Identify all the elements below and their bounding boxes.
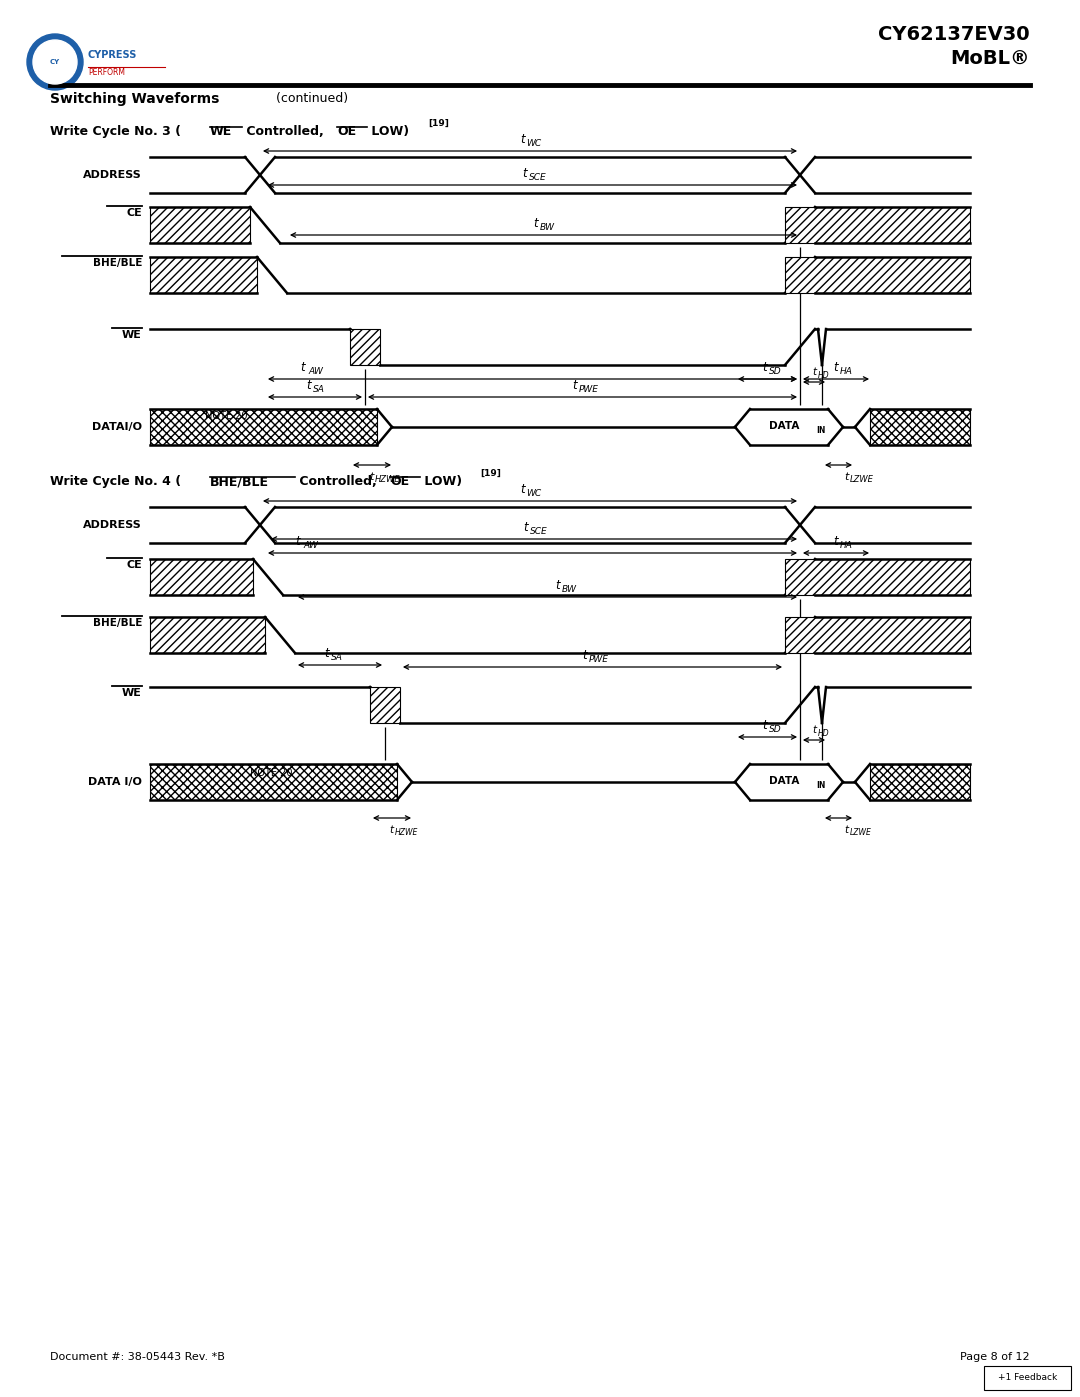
Circle shape: [33, 41, 77, 84]
Text: AW: AW: [308, 367, 323, 376]
Text: BW: BW: [562, 585, 577, 594]
Text: NOTE 20: NOTE 20: [205, 411, 247, 420]
Text: t: t: [843, 472, 848, 482]
Text: SD: SD: [769, 367, 782, 376]
Text: SCE: SCE: [530, 527, 548, 536]
Text: LZWE: LZWE: [850, 475, 874, 483]
Text: CY: CY: [50, 59, 60, 66]
Text: t: t: [368, 472, 374, 482]
Text: t: t: [532, 217, 538, 231]
Polygon shape: [870, 764, 970, 800]
Text: NOTE 20: NOTE 20: [249, 768, 293, 778]
Text: Controlled,: Controlled,: [295, 475, 381, 488]
Text: t: t: [762, 719, 767, 732]
Text: WE: WE: [210, 124, 232, 138]
Text: SD: SD: [769, 725, 782, 733]
Text: HA: HA: [840, 367, 853, 376]
Text: PWE: PWE: [589, 655, 608, 664]
Polygon shape: [785, 257, 970, 293]
Text: OE: OE: [390, 475, 409, 488]
Text: CYPRESS: CYPRESS: [87, 50, 137, 60]
Polygon shape: [150, 764, 397, 800]
Circle shape: [27, 34, 83, 89]
Text: t: t: [843, 826, 848, 835]
Text: [19]: [19]: [428, 119, 449, 129]
Text: (continued): (continued): [272, 92, 348, 105]
Text: LZWE: LZWE: [850, 828, 872, 837]
Text: HZWE: HZWE: [375, 475, 401, 483]
Text: t: t: [812, 725, 816, 735]
Text: [19]: [19]: [480, 469, 501, 478]
Text: HZWE: HZWE: [395, 828, 418, 837]
Text: HD: HD: [818, 729, 829, 738]
Text: t: t: [572, 379, 577, 393]
Text: t: t: [389, 826, 393, 835]
Text: t: t: [524, 521, 528, 534]
Text: DATAI/O: DATAI/O: [92, 422, 141, 432]
Text: WE: WE: [122, 330, 141, 339]
Polygon shape: [150, 207, 249, 243]
Text: MoBL®: MoBL®: [950, 49, 1030, 68]
Text: Write Cycle No. 4 (: Write Cycle No. 4 (: [50, 475, 181, 488]
Text: BHE/BLE: BHE/BLE: [93, 258, 141, 268]
Polygon shape: [350, 330, 380, 365]
Text: t: t: [834, 535, 838, 548]
Text: OE: OE: [337, 124, 356, 138]
Polygon shape: [150, 257, 257, 293]
Text: AW: AW: [303, 541, 318, 550]
Text: t: t: [555, 578, 561, 592]
Text: DATA I/O: DATA I/O: [89, 777, 141, 787]
Text: HA: HA: [840, 541, 853, 550]
Text: ADDRESS: ADDRESS: [83, 170, 141, 180]
FancyBboxPatch shape: [984, 1366, 1071, 1390]
Polygon shape: [150, 409, 377, 446]
Text: IN: IN: [816, 426, 825, 434]
Text: Controlled,: Controlled,: [242, 124, 328, 138]
Text: WC: WC: [526, 489, 541, 497]
Polygon shape: [150, 559, 253, 595]
Text: t: t: [522, 168, 527, 180]
Text: t: t: [834, 360, 838, 374]
Text: PERFORM: PERFORM: [87, 67, 125, 77]
Text: ADDRESS: ADDRESS: [83, 520, 141, 529]
Text: Document #: 38-05443 Rev. *B: Document #: 38-05443 Rev. *B: [50, 1352, 225, 1362]
Polygon shape: [785, 617, 970, 652]
Text: DATA: DATA: [769, 420, 799, 432]
Text: BW: BW: [540, 224, 554, 232]
Text: Page 8 of 12: Page 8 of 12: [960, 1352, 1030, 1362]
Text: t: t: [521, 133, 525, 147]
Text: t: t: [307, 379, 311, 393]
Text: BHE/BLE: BHE/BLE: [210, 475, 269, 488]
Text: SCE: SCE: [528, 173, 546, 182]
Text: LOW): LOW): [367, 124, 409, 138]
Text: BHE/BLE: BHE/BLE: [93, 617, 141, 629]
Text: t: t: [521, 483, 525, 496]
Text: SA: SA: [330, 652, 342, 662]
Text: t: t: [324, 647, 328, 659]
Text: PWE: PWE: [579, 386, 598, 394]
Polygon shape: [370, 687, 400, 724]
Text: DATA: DATA: [769, 775, 799, 787]
Text: t: t: [582, 650, 586, 662]
Text: t: t: [762, 360, 767, 374]
Polygon shape: [785, 559, 970, 595]
Polygon shape: [150, 617, 265, 652]
Text: HD: HD: [818, 372, 829, 380]
Text: WE: WE: [122, 687, 141, 698]
Text: SA: SA: [313, 386, 325, 394]
Text: CE: CE: [126, 208, 141, 218]
Text: CE: CE: [126, 560, 141, 570]
Text: WC: WC: [526, 138, 541, 148]
Text: t: t: [300, 360, 305, 374]
Text: LOW): LOW): [420, 475, 462, 488]
Polygon shape: [785, 207, 970, 243]
Text: t: t: [295, 535, 299, 548]
Text: CY62137EV30: CY62137EV30: [878, 25, 1030, 43]
Text: IN: IN: [816, 781, 825, 789]
Text: t: t: [812, 367, 816, 377]
Text: +1 Feedback: +1 Feedback: [998, 1373, 1057, 1383]
Text: Switching Waveforms: Switching Waveforms: [50, 92, 219, 106]
Text: Write Cycle No. 3 (: Write Cycle No. 3 (: [50, 124, 181, 138]
Polygon shape: [870, 409, 970, 446]
